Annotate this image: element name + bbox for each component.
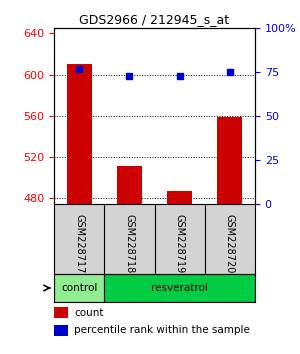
Point [77,66,82,72]
Bar [117,166,142,204]
Text: GSM228720: GSM228720 [225,214,235,273]
Text: control: control [61,283,97,293]
Text: percentile rank within the sample: percentile rank within the sample [74,325,250,336]
Text: GSM228718: GSM228718 [124,214,134,273]
Bar [54,274,104,302]
Bar [54,307,68,318]
Point [177,73,182,79]
Bar [167,191,192,204]
Bar [104,274,255,302]
Bar [217,117,242,204]
Point [127,73,132,79]
Text: count: count [74,308,103,318]
Title: GDS2966 / 212945_s_at: GDS2966 / 212945_s_at [80,13,230,26]
Text: GSM228717: GSM228717 [74,214,84,273]
Bar [54,325,68,336]
Text: resveratrol: resveratrol [151,283,208,293]
Bar [67,64,92,204]
Text: GSM228719: GSM228719 [175,214,184,273]
Point [227,69,232,75]
